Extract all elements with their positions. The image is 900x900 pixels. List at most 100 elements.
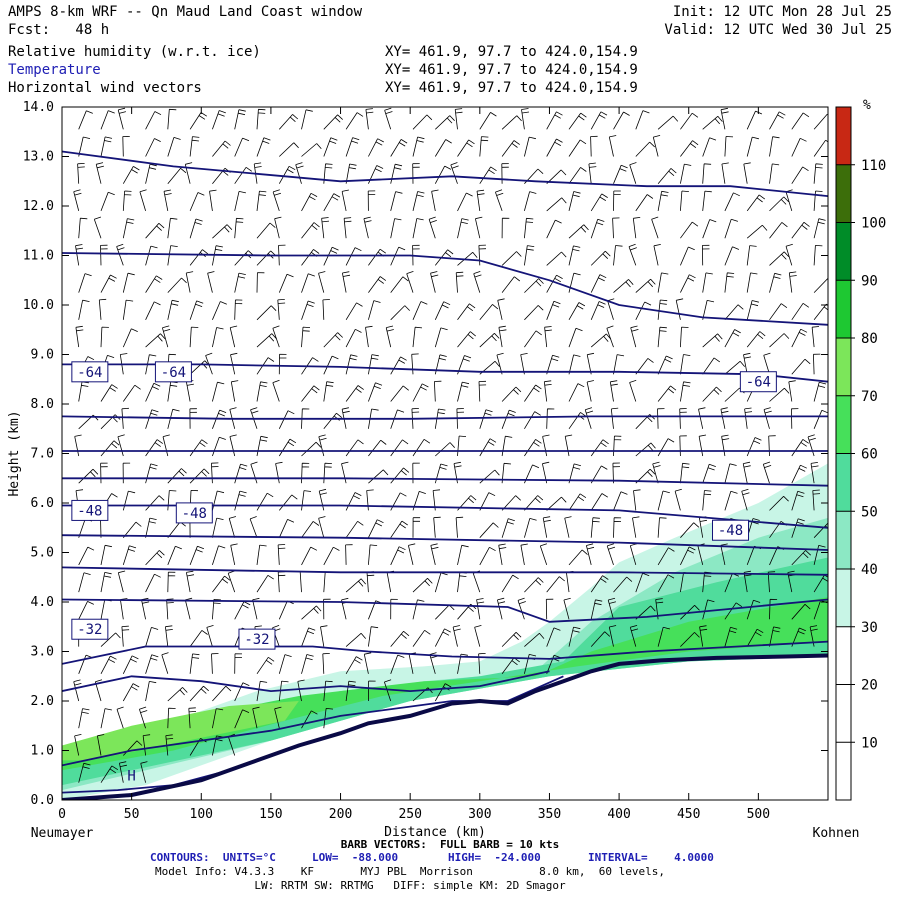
wind-barb-270 (323, 571, 333, 593)
wind-barb-686 (769, 546, 785, 566)
wind-barb-57 (117, 570, 126, 593)
wind-barb-26 (97, 734, 105, 756)
wind-barb-653 (724, 360, 746, 375)
wind-barb-139 (189, 326, 199, 348)
wind-barb-7 (78, 572, 91, 593)
wind-barb-118 (167, 245, 178, 266)
wind-barb-34 (100, 517, 108, 538)
wind-barb-468 (524, 464, 540, 484)
wind-barb-367 (412, 326, 423, 348)
colorbar-unit: % (863, 98, 871, 113)
wind-barb-224 (277, 571, 286, 593)
wind-barb-467 (524, 495, 544, 511)
wind-barb-108 (167, 521, 186, 538)
wind-barb-249 (301, 521, 320, 538)
wind-barb-431 (479, 333, 500, 348)
wind-barb-173 (234, 709, 250, 729)
wind-barb-243 (297, 679, 305, 702)
wind-barb-598 (651, 216, 659, 239)
wind-barb-566 (629, 543, 638, 566)
wind-barb-684 (769, 598, 778, 620)
model-info: Model Info: V4.3.3 KF MYJ PBL Morrison 8… (155, 865, 665, 878)
wind-barb-157 (212, 490, 225, 511)
temp-contour-m48 (62, 640, 828, 665)
wind-barb-9 (78, 518, 93, 538)
wind-barb-687 (769, 520, 787, 538)
wind-barb-291 (341, 597, 350, 620)
wind-barb-28 (94, 679, 103, 702)
wind-barb-423 (479, 546, 496, 566)
y-axis-label: Height (km) (7, 410, 22, 496)
contours-high: HIGH= -24.000 (448, 851, 541, 864)
wind-barb-563 (629, 625, 639, 647)
x-tick-label-0: 0 (58, 807, 66, 822)
wind-barb-336 (386, 570, 395, 593)
wind-barb-487 (542, 516, 551, 538)
wind-barb-264 (301, 109, 313, 130)
wind-barb-343 (390, 385, 409, 402)
wind-barb-85 (145, 495, 165, 511)
physics-info: LW: RRTM SW: RRTMG DIFF: simple KM: 2D S… (254, 879, 566, 892)
wind-barb-232 (278, 353, 287, 375)
wind-barb-661 (724, 136, 734, 157)
wind-barb-366 (411, 353, 419, 375)
wind-barb-545 (613, 576, 633, 593)
wind-barb-630 (698, 434, 707, 457)
wind-barb-375 (412, 114, 433, 130)
wind-barb-694 (769, 333, 790, 348)
wind-barb-441 (501, 632, 522, 647)
wind-barb-276 (323, 412, 343, 430)
field-name-rh: Relative humidity (w.r.t. ice) (8, 44, 261, 60)
colorbar-label-0: 10 (861, 735, 878, 751)
wind-barb-411 (457, 303, 476, 321)
wind-barb-518 (568, 224, 589, 239)
wind-barb-642 (702, 115, 723, 130)
wind-barb-39 (100, 384, 118, 402)
wind-barb-172 (227, 733, 236, 756)
wind-barb-438 (479, 136, 489, 157)
wind-barb-538 (590, 218, 605, 239)
wind-barb-301 (345, 328, 362, 348)
wind-barb-673 (743, 352, 752, 375)
wind-barb-210 (256, 333, 277, 348)
wind-barb-18 (78, 273, 92, 293)
wind-barb-504 (563, 597, 571, 620)
wind-barb-16 (75, 325, 84, 348)
wind-barb-564 (635, 605, 656, 620)
wind-barb-615 (675, 298, 684, 320)
wind-barb-221 (278, 654, 292, 674)
wind-barb-445 (501, 518, 515, 538)
y-tick-label-2: 2.0 (31, 694, 54, 709)
colorbar-label-9: 100 (861, 216, 886, 232)
wind-barb-45 (93, 216, 102, 239)
wind-barb-681 (746, 136, 759, 157)
wind-barb-576 (635, 278, 656, 293)
colorbar-bin-9 (836, 107, 851, 165)
wind-barb-399 (452, 625, 461, 647)
contours-interval: INTERVAL= 4.0000 (588, 851, 714, 864)
wind-barb-274 (323, 462, 332, 484)
wind-barb-611 (679, 408, 687, 429)
wind-barb-712 (788, 380, 796, 402)
wind-barb-711 (791, 408, 799, 429)
y-tick-label-7: 7.0 (31, 447, 54, 462)
wind-barb-170 (212, 140, 231, 157)
wind-barb-114 (167, 353, 176, 375)
contour-label-box-5 (712, 519, 750, 541)
wind-barb-688 (769, 496, 789, 511)
wind-barb-235 (278, 273, 294, 293)
wind-barb-516 (568, 272, 581, 293)
wind-barb-89 (145, 382, 161, 402)
wind-barb-70 (122, 218, 135, 239)
wind-barb-208 (256, 381, 268, 402)
wind-barb-351 (390, 163, 403, 184)
wind-barb-704 (791, 604, 811, 620)
wind-barb-287 (323, 114, 343, 130)
wind-barb-348 (390, 246, 406, 266)
wind-barb-544 (607, 597, 617, 620)
y-tick-label-9: 9.0 (31, 348, 54, 363)
wind-barb-318 (368, 469, 389, 484)
wind-barb-129 (184, 597, 193, 620)
wind-barb-492 (543, 380, 552, 402)
wind-barb-42 (98, 298, 107, 320)
